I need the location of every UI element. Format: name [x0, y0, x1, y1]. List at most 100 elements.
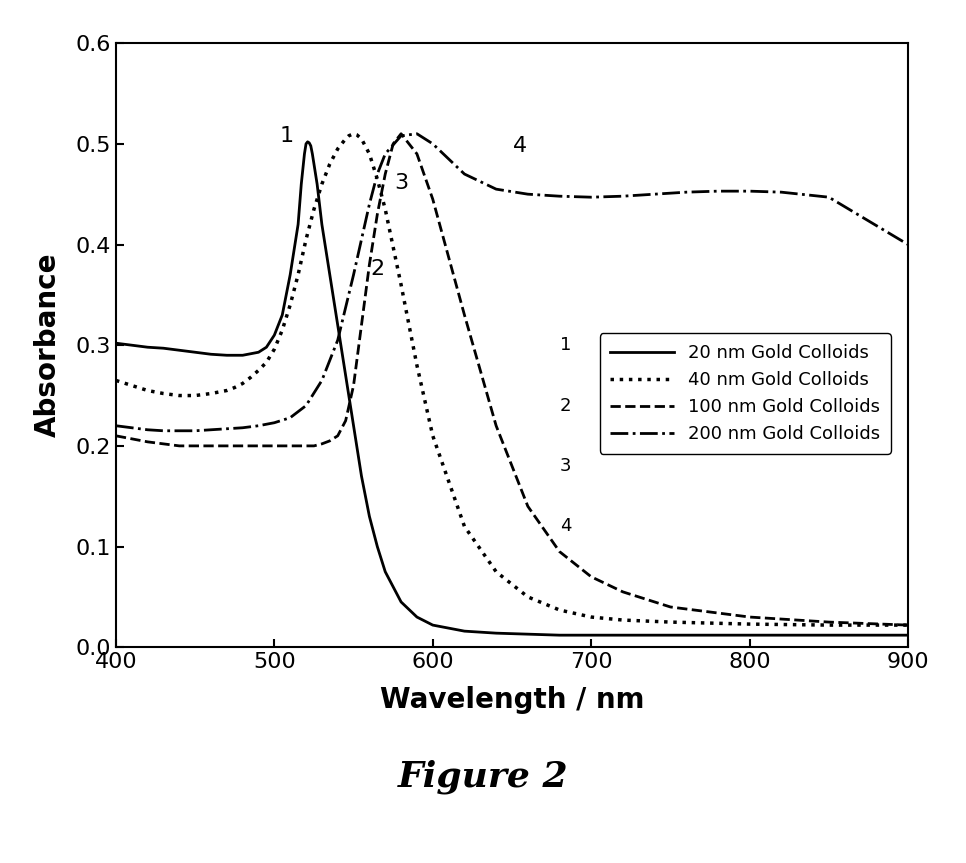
200 nm Gold Colloids — [617, 191, 629, 201]
20 nm Gold Colloids — [340, 370, 352, 381]
40 nm Gold Colloids — [617, 614, 629, 625]
200 nm Gold Colloids — [237, 423, 248, 433]
40 nm Gold Colloids — [316, 179, 327, 189]
20 nm Gold Colloids — [253, 347, 265, 357]
20 nm Gold Colloids — [308, 159, 320, 169]
20 nm Gold Colloids — [298, 148, 310, 159]
20 nm Gold Colloids — [554, 630, 565, 640]
40 nm Gold Colloids — [363, 148, 375, 159]
40 nm Gold Colloids — [205, 388, 216, 399]
40 nm Gold Colloids — [308, 205, 320, 215]
40 nm Gold Colloids — [284, 299, 296, 310]
100 nm Gold Colloids — [902, 620, 914, 630]
100 nm Gold Colloids — [174, 441, 185, 451]
20 nm Gold Colloids — [491, 628, 502, 639]
40 nm Gold Colloids — [395, 280, 407, 290]
200 nm Gold Colloids — [174, 425, 185, 436]
40 nm Gold Colloids — [372, 174, 384, 185]
20 nm Gold Colloids — [380, 567, 391, 577]
200 nm Gold Colloids — [412, 129, 423, 139]
Text: 4: 4 — [513, 135, 527, 156]
Line: 40 nm Gold Colloids: 40 nm Gold Colloids — [116, 134, 908, 625]
20 nm Gold Colloids — [293, 219, 304, 230]
200 nm Gold Colloids — [332, 335, 344, 345]
20 nm Gold Colloids — [174, 345, 185, 356]
40 nm Gold Colloids — [412, 360, 423, 370]
100 nm Gold Colloids — [110, 431, 122, 441]
200 nm Gold Colloids — [269, 418, 280, 428]
20 nm Gold Colloids — [823, 630, 835, 640]
20 nm Gold Colloids — [348, 420, 359, 431]
100 nm Gold Colloids — [395, 129, 407, 139]
100 nm Gold Colloids — [293, 441, 304, 451]
20 nm Gold Colloids — [316, 219, 327, 230]
40 nm Gold Colloids — [459, 521, 470, 532]
100 nm Gold Colloids — [316, 438, 327, 449]
100 nm Gold Colloids — [665, 602, 676, 612]
20 nm Gold Colloids — [205, 350, 216, 360]
40 nm Gold Colloids — [522, 592, 533, 602]
40 nm Gold Colloids — [380, 205, 391, 215]
200 nm Gold Colloids — [649, 189, 661, 199]
40 nm Gold Colloids — [300, 235, 312, 245]
20 nm Gold Colloids — [665, 630, 676, 640]
Legend: 20 nm Gold Colloids, 40 nm Gold Colloids, 100 nm Gold Colloids, 200 nm Gold Coll: 20 nm Gold Colloids, 40 nm Gold Colloids… — [600, 333, 891, 454]
100 nm Gold Colloids — [284, 441, 296, 451]
200 nm Gold Colloids — [427, 139, 439, 149]
100 nm Gold Colloids — [205, 441, 216, 451]
100 nm Gold Colloids — [300, 441, 312, 451]
40 nm Gold Colloids — [343, 130, 355, 141]
200 nm Gold Colloids — [126, 423, 137, 433]
100 nm Gold Colloids — [617, 587, 629, 597]
20 nm Gold Colloids — [221, 350, 233, 361]
200 nm Gold Colloids — [372, 169, 384, 180]
20 nm Gold Colloids — [303, 138, 315, 148]
100 nm Gold Colloids — [276, 441, 288, 451]
20 nm Gold Colloids — [427, 620, 439, 630]
200 nm Gold Colloids — [284, 413, 296, 423]
40 nm Gold Colloids — [276, 325, 288, 336]
20 nm Gold Colloids — [284, 269, 296, 280]
40 nm Gold Colloids — [348, 129, 359, 139]
200 nm Gold Colloids — [300, 400, 312, 411]
200 nm Gold Colloids — [712, 186, 724, 197]
100 nm Gold Colloids — [324, 436, 335, 446]
40 nm Gold Colloids — [293, 269, 304, 280]
40 nm Gold Colloids — [491, 567, 502, 577]
200 nm Gold Colloids — [395, 130, 407, 141]
200 nm Gold Colloids — [205, 425, 216, 435]
200 nm Gold Colloids — [253, 420, 265, 431]
20 nm Gold Colloids — [269, 330, 280, 340]
20 nm Gold Colloids — [363, 511, 375, 521]
100 nm Gold Colloids — [372, 209, 384, 219]
20 nm Gold Colloids — [261, 342, 272, 352]
20 nm Gold Colloids — [585, 630, 597, 640]
40 nm Gold Colloids — [261, 357, 272, 368]
100 nm Gold Colloids — [744, 612, 755, 622]
100 nm Gold Colloids — [221, 441, 233, 451]
40 nm Gold Colloids — [269, 344, 280, 355]
100 nm Gold Colloids — [157, 438, 169, 449]
X-axis label: Wavelength / nm: Wavelength / nm — [380, 686, 644, 714]
40 nm Gold Colloids — [355, 134, 367, 144]
100 nm Gold Colloids — [427, 194, 439, 205]
200 nm Gold Colloids — [142, 425, 154, 435]
20 nm Gold Colloids — [301, 136, 313, 147]
200 nm Gold Colloids — [363, 199, 375, 210]
20 nm Gold Colloids — [372, 541, 384, 551]
200 nm Gold Colloids — [554, 191, 565, 201]
200 nm Gold Colloids — [348, 269, 359, 280]
20 nm Gold Colloids — [300, 139, 312, 149]
200 nm Gold Colloids — [189, 425, 201, 436]
40 nm Gold Colloids — [189, 390, 201, 400]
40 nm Gold Colloids — [332, 144, 344, 154]
Text: 2: 2 — [370, 259, 384, 279]
40 nm Gold Colloids — [142, 385, 154, 395]
40 nm Gold Colloids — [229, 382, 241, 393]
Line: 200 nm Gold Colloids: 200 nm Gold Colloids — [116, 134, 908, 431]
40 nm Gold Colloids — [221, 385, 233, 395]
200 nm Gold Colloids — [522, 189, 533, 199]
100 nm Gold Colloids — [459, 310, 470, 320]
100 nm Gold Colloids — [522, 501, 533, 512]
20 nm Gold Colloids — [459, 626, 470, 636]
